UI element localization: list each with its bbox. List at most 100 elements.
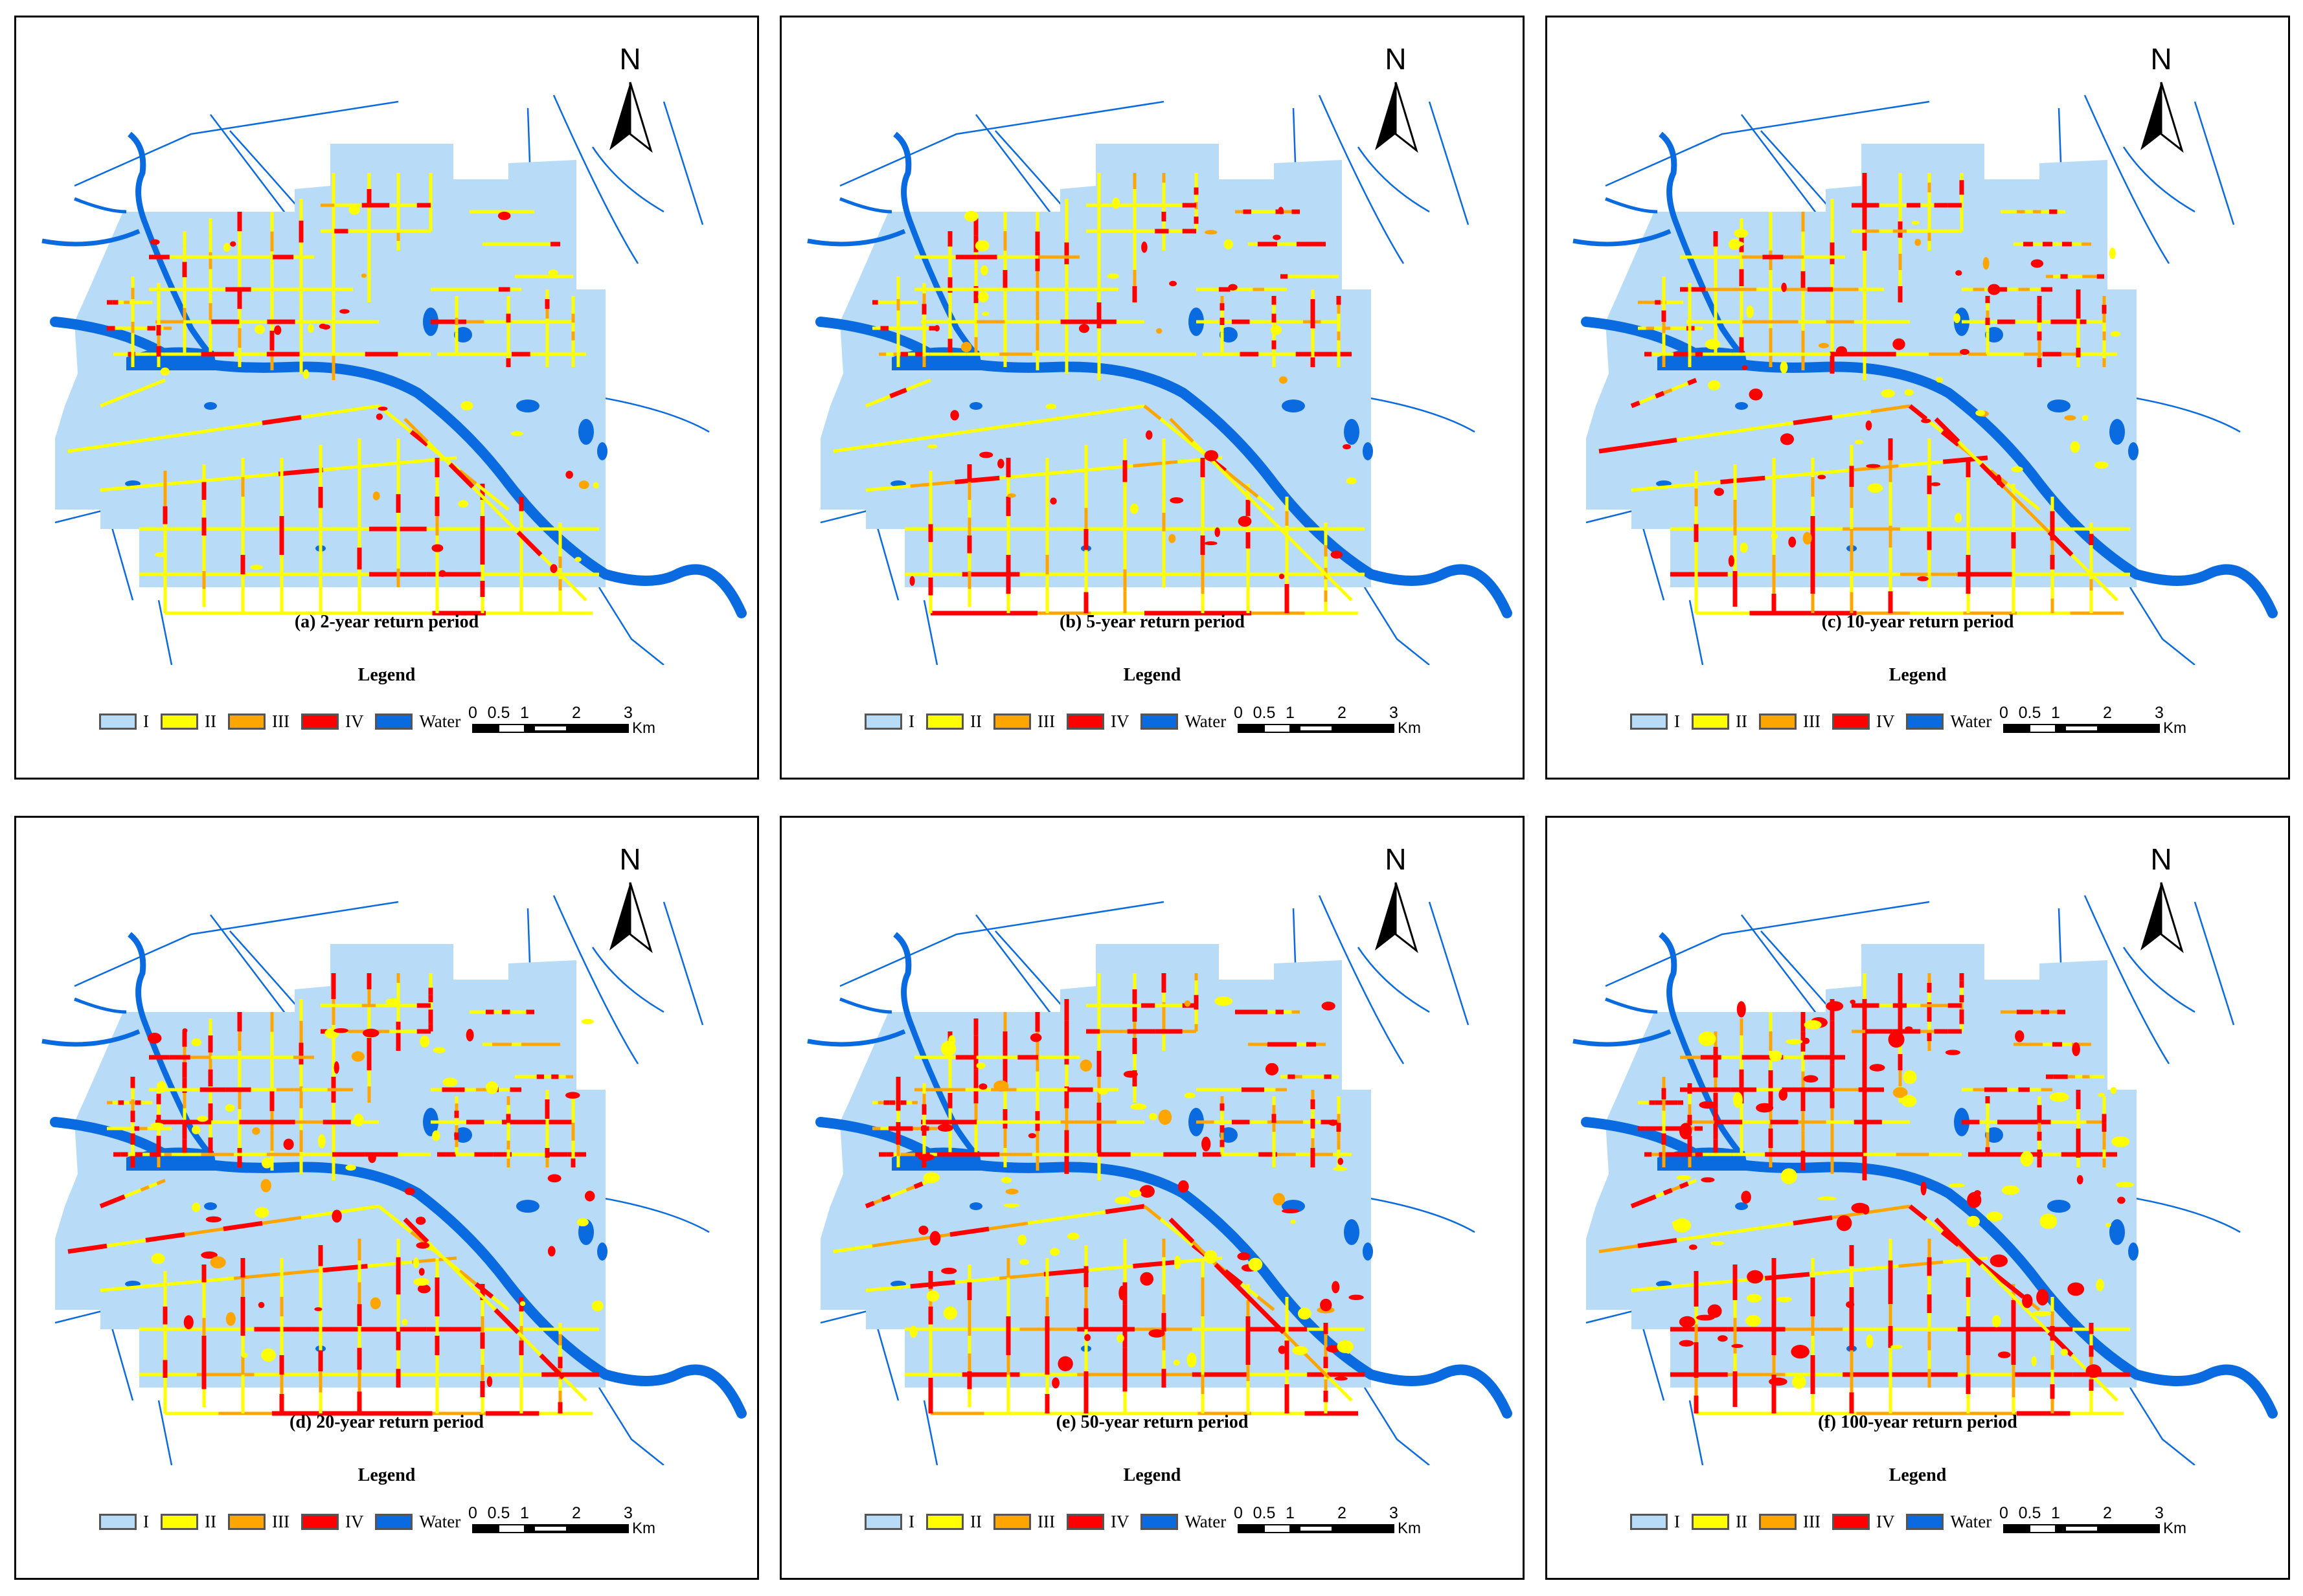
river-branch bbox=[41, 229, 141, 247]
road-segment bbox=[1989, 1269, 2009, 1286]
legend-label: Water bbox=[1185, 712, 1227, 731]
road-segment bbox=[223, 421, 263, 431]
legend-item: II bbox=[926, 1512, 982, 1532]
ponding-patch bbox=[1982, 257, 1990, 270]
map-panel: N (b) 5-year return period Legend I II III IV W… bbox=[780, 16, 1525, 780]
ponding-patch bbox=[1050, 497, 1057, 505]
canal-line bbox=[1428, 101, 1469, 225]
legend-title: Legend bbox=[357, 1465, 416, 1485]
road-segment bbox=[1957, 440, 1982, 466]
ponding-patch bbox=[1673, 1218, 1692, 1233]
road-segment bbox=[278, 1268, 323, 1276]
ponding-patch bbox=[261, 1348, 276, 1362]
road-segment bbox=[124, 391, 133, 398]
ponding-patch bbox=[593, 482, 599, 489]
scale-unit: Km bbox=[1398, 1520, 1421, 1537]
canal-line bbox=[1688, 600, 1704, 665]
road-segment bbox=[100, 484, 145, 492]
legend-label: III bbox=[1037, 712, 1055, 731]
legend-swatch bbox=[1630, 1514, 1668, 1530]
ponding-patch bbox=[183, 1315, 194, 1330]
ponding-patch bbox=[1679, 1123, 1692, 1140]
road-segment bbox=[2047, 530, 2074, 557]
ponding-patch bbox=[1688, 1244, 1697, 1250]
lake bbox=[1344, 419, 1359, 445]
ponding-patch bbox=[1741, 365, 1748, 370]
ponding-patch bbox=[1679, 1316, 1696, 1328]
ponding-patch bbox=[1052, 1377, 1060, 1389]
ponding-patch bbox=[979, 1083, 988, 1090]
legend-item: I bbox=[99, 712, 149, 732]
river-branch bbox=[893, 932, 979, 1157]
ponding-patch bbox=[1769, 1050, 1782, 1062]
legend: I II III IV Water bbox=[99, 712, 472, 732]
road-segment bbox=[1671, 385, 1681, 392]
ponding-patch bbox=[1049, 1248, 1060, 1256]
ponding-patch bbox=[255, 1207, 269, 1218]
road-segment bbox=[1793, 1215, 1833, 1226]
panel-caption: (c) 10-year return period bbox=[1821, 612, 2014, 632]
ponding-patch bbox=[351, 1051, 365, 1062]
road-segment bbox=[1224, 469, 1243, 485]
ponding-patch bbox=[155, 552, 167, 557]
panel-caption: (f) 100-year return period bbox=[1818, 1412, 2017, 1432]
ponding-patch bbox=[1045, 403, 1057, 410]
scale-tick-label: 0 bbox=[468, 1504, 477, 1522]
ponding-patch bbox=[433, 1047, 446, 1053]
road-segment bbox=[1720, 475, 1765, 484]
legend-swatch bbox=[993, 714, 1031, 730]
ponding-patch bbox=[147, 1032, 162, 1044]
scale-unit: Km bbox=[2163, 719, 2186, 737]
scale-tick-label: 0 bbox=[1999, 704, 2008, 722]
north-label: N bbox=[2150, 42, 2172, 76]
ponding-patch bbox=[1107, 273, 1120, 279]
ponding-patch bbox=[1869, 1064, 1885, 1072]
ponding-patch bbox=[1080, 1059, 1093, 1072]
ponding-patch bbox=[210, 1256, 226, 1269]
ponding-patch bbox=[252, 1127, 260, 1135]
road-segment bbox=[378, 1205, 396, 1220]
ponding-patch bbox=[413, 1277, 430, 1286]
scale-tick-label: 3 bbox=[624, 1504, 633, 1522]
ponding-patch bbox=[1740, 542, 1748, 553]
ponding-patch bbox=[1204, 450, 1219, 462]
road-segment bbox=[1214, 463, 1240, 488]
road-segment bbox=[1715, 427, 1755, 436]
road-segment bbox=[459, 1270, 477, 1285]
road-segment bbox=[1870, 404, 1911, 414]
legend-swatch bbox=[865, 1514, 902, 1530]
road-segment bbox=[144, 480, 190, 488]
ponding-patch bbox=[1348, 1294, 1364, 1300]
legend-title: Legend bbox=[357, 665, 416, 685]
ponding-patch bbox=[1007, 493, 1016, 498]
ponding-patch bbox=[1297, 1307, 1311, 1320]
ponding-patch bbox=[1128, 1189, 1142, 1197]
road-segment bbox=[1260, 508, 1285, 534]
ponding-patch bbox=[1745, 1315, 1762, 1327]
road-segment bbox=[189, 1276, 234, 1284]
ponding-patch bbox=[1855, 440, 1863, 445]
ponding-patch bbox=[150, 1122, 164, 1128]
road-segment bbox=[2002, 1286, 2028, 1311]
road-segment bbox=[1908, 404, 1928, 421]
ponding-patch bbox=[2030, 259, 2044, 268]
ponding-patch bbox=[1186, 1352, 1197, 1368]
road-segment bbox=[108, 398, 117, 405]
lake bbox=[1363, 442, 1373, 460]
ponding-patch bbox=[1802, 532, 1812, 545]
ponding-patch bbox=[1001, 1176, 1012, 1184]
ponding-patch bbox=[519, 1301, 526, 1307]
north-arrow-right bbox=[1394, 82, 1418, 153]
legend-swatch bbox=[375, 714, 413, 730]
road-segment bbox=[1027, 1216, 1067, 1225]
north-arrow-left bbox=[2140, 882, 2161, 950]
ponding-patch bbox=[1278, 573, 1285, 579]
road-segment bbox=[949, 427, 990, 436]
ponding-patch bbox=[1881, 389, 1895, 398]
lake bbox=[970, 1202, 982, 1210]
scale-segment bbox=[472, 724, 499, 733]
ponding-patch bbox=[964, 210, 979, 222]
legend-swatch bbox=[227, 714, 266, 730]
ponding-patch bbox=[1238, 515, 1252, 527]
legend-label: III bbox=[1802, 1512, 1821, 1531]
